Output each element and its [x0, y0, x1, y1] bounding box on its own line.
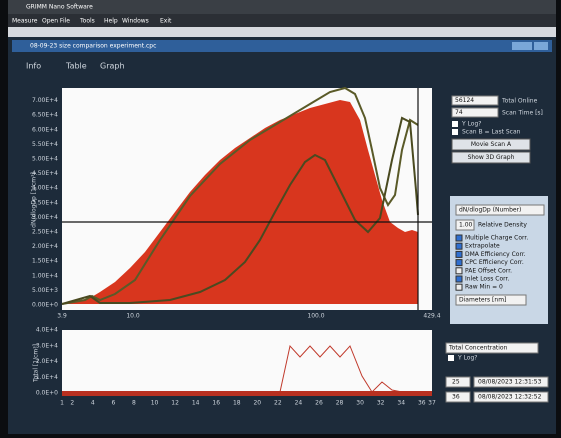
y-tick-label: 1.50E+4 [32, 258, 58, 265]
density-label: Relative Density [478, 222, 527, 229]
checkbox[interactable] [456, 268, 462, 274]
scan-time-value[interactable]: 74 [455, 109, 463, 116]
toolbar [8, 27, 556, 37]
button-label[interactable]: Movie Scan A [471, 141, 512, 148]
y-tick-label: 2.00E+4 [32, 243, 58, 250]
x-tick-label: 18 [233, 400, 241, 407]
option-label[interactable]: Inlet Loss Corr. [465, 276, 509, 283]
scan-time: 08/08/2023 12:32:52 [478, 394, 542, 401]
x-tick-label: 26 [315, 400, 323, 407]
x-tick-label: 100.0 [307, 313, 324, 320]
option-label[interactable]: CPC Efficiency Corr. [465, 259, 524, 266]
option-label[interactable]: Raw Min = 0 [465, 284, 503, 291]
x-tick-label: 22 [274, 400, 282, 407]
density-value[interactable]: 1.00 [459, 222, 473, 229]
menu-item[interactable]: Tools [79, 18, 95, 25]
x-tick-label: 4 [91, 400, 95, 407]
x-tick-label: 10.0 [126, 313, 140, 320]
x-tick-label: 20 [253, 400, 261, 407]
total-plot-area [62, 330, 432, 396]
scan-time: 08/08/2023 12:31:53 [478, 379, 542, 386]
y-tick-label: 4.0E+4 [36, 327, 58, 334]
x-tick-label: 16 [212, 400, 220, 407]
scan-b-label: Scan B = Last Scan [462, 129, 521, 136]
checkbox[interactable] [456, 251, 462, 257]
menu-item[interactable]: Help [104, 18, 118, 25]
scan-number[interactable]: 36 [452, 394, 460, 401]
total-baseline [62, 391, 432, 396]
diameter-select[interactable]: Diameters [nm] [459, 297, 506, 304]
checkbox[interactable] [452, 121, 458, 127]
tab[interactable]: Graph [100, 62, 125, 71]
x-tick-label: 37 [428, 400, 436, 407]
checkbox[interactable] [452, 129, 458, 135]
checkbox[interactable] [456, 235, 462, 241]
y-log-label: Y Log? [461, 121, 481, 128]
y-tick-label: 7.00E+4 [32, 97, 58, 104]
menu-item[interactable]: Exit [160, 18, 172, 25]
x-tick-label: 32 [377, 400, 385, 407]
x-tick-label: 1 [60, 400, 64, 407]
x-tick-label: 30 [356, 400, 364, 407]
x-tick-label: 12 [171, 400, 179, 407]
y-tick-label: 5.50E+4 [32, 141, 58, 148]
checkbox[interactable] [456, 276, 462, 282]
y-tick-label: 0.00E+0 [32, 302, 58, 309]
x-tick-label: 28 [336, 400, 344, 407]
tab[interactable]: Table [65, 62, 87, 71]
x-tick-label: 8 [132, 400, 136, 407]
minimize-button[interactable] [512, 42, 532, 50]
x-tick-label: 429.4 [423, 313, 440, 320]
x-tick-label: 14 [192, 400, 200, 407]
button-label[interactable]: Show 3D Graph [468, 154, 515, 161]
size-y-axis-label: dN/dlogDp [1/cm³] [31, 172, 38, 228]
x-tick-label: 36 [418, 400, 426, 407]
x-tick-label: 10 [151, 400, 159, 407]
total-label: Total Online [501, 98, 538, 105]
tab[interactable]: Info [26, 62, 41, 71]
y-tick-label: 5.00E+3 [32, 287, 58, 294]
total-y-axis-label: Total [1/cm³] [33, 344, 40, 383]
x-tick-label: 34 [397, 400, 405, 407]
scan-time-label: Scan Time [s] [502, 110, 543, 117]
x-tick-label: 3.9 [57, 313, 67, 320]
option-label[interactable]: Multiple Charge Corr. [465, 235, 528, 242]
option-label[interactable]: DMA Efficiency Corr. [465, 251, 526, 258]
document-title: 08-09-23 size comparison experiment.cpc [30, 43, 156, 50]
option-label[interactable]: PAE Offset Corr. [465, 267, 512, 274]
close-button[interactable] [534, 42, 548, 50]
checkbox[interactable] [456, 243, 462, 249]
checkbox[interactable] [456, 260, 462, 266]
checkbox[interactable] [448, 355, 454, 361]
menu-item[interactable]: Windows [122, 18, 149, 25]
y-tick-label: 0.0E+0 [36, 390, 58, 397]
app-title: GRIMM Nano Software [26, 4, 93, 11]
menu-item[interactable]: Open File [42, 18, 70, 25]
y-tick-label: 2.50E+4 [32, 229, 58, 236]
x-tick-label: 2 [70, 400, 74, 407]
quantity-select[interactable]: Total Concentration [448, 345, 508, 352]
x-tick-label: 6 [111, 400, 115, 407]
y-tick-label: 6.00E+4 [32, 126, 58, 133]
y-tick-label: 5.00E+4 [32, 156, 58, 163]
total-value: 56124 [455, 97, 474, 104]
x-tick-label: 24 [295, 400, 303, 407]
y-tick-label: 6.50E+4 [32, 112, 58, 119]
y-tick-label: 1.00E+4 [32, 272, 58, 279]
menu-item[interactable]: Measure [12, 18, 38, 25]
checkbox[interactable] [456, 284, 462, 290]
scan-number[interactable]: 25 [452, 379, 460, 386]
y-log-label: Y Log? [457, 355, 477, 362]
screenshot: GRIMM Nano Software Measure Open File Tool… [0, 0, 561, 434]
option-label[interactable]: Extrapolate [465, 243, 500, 250]
quantity-select[interactable]: dN/dlogDp (Number) [459, 207, 521, 214]
